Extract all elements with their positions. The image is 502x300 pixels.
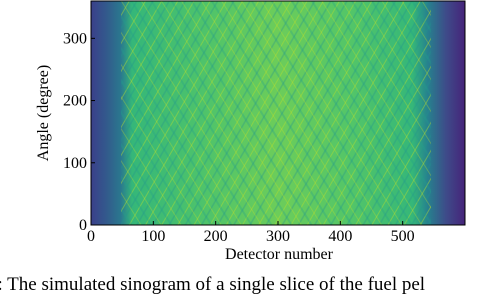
x-tick-label: 400 [328,228,352,245]
y-tick-label: 0 [79,217,87,234]
y-tick-label: 200 [63,93,87,110]
x-tick-label: 100 [141,228,165,245]
x-tick-label: 500 [391,228,415,245]
x-axis-label: Detector number [225,246,334,263]
y-tick-label: 300 [63,30,87,47]
y-axis-label: Angle (degree) [35,65,52,161]
x-tick-label: 200 [204,228,228,245]
x-tick-label: 300 [266,228,290,245]
sinogram-image [91,1,465,225]
y-tick-label: 100 [63,155,87,172]
axes: 0 100 200 300 400 500 0 100 200 300 [63,30,415,245]
caption: 3: The simulated sinogram of a single sl… [0,274,425,295]
x-tick-label: 0 [87,228,95,245]
